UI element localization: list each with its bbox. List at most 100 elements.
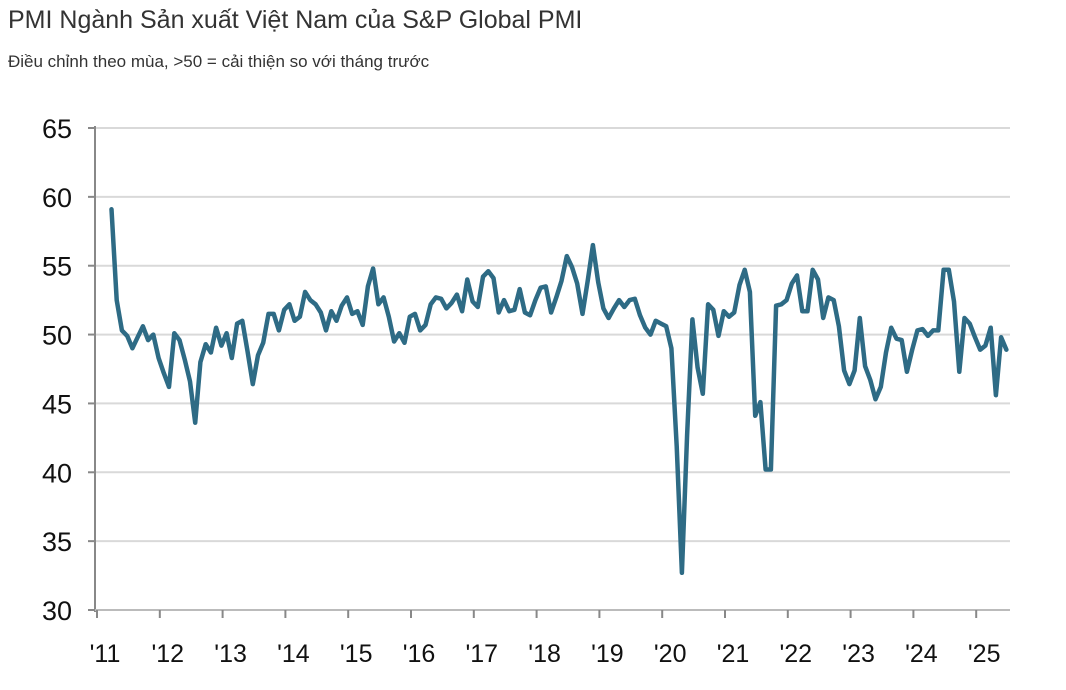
data-point: [806, 309, 809, 313]
x-tick-label: '11: [90, 640, 121, 668]
x-axis: '11 '12 '13 '14 '15 '16 '17 '18 '19 '20 '21 '22 '23 '…: [90, 609, 1010, 668]
data-point: [586, 279, 590, 283]
data-point: [612, 306, 616, 310]
data-point: [748, 290, 752, 294]
chart-title: PMI Ngành Sản xuất Việt Nam của S&P Glob…: [8, 6, 583, 34]
data-point: [403, 341, 406, 345]
data-point: [251, 382, 255, 386]
data-point: [324, 328, 328, 332]
data-point: [973, 335, 977, 339]
data-point: [293, 319, 297, 323]
y-tick-label: 35: [42, 527, 72, 557]
data-point: [167, 385, 171, 389]
data-point: [915, 328, 919, 332]
data-point: [931, 328, 935, 332]
data-point: [936, 328, 940, 332]
data-point: [847, 382, 851, 386]
gridlines: [95, 127, 1010, 543]
data-point: [910, 348, 914, 352]
data-point: [256, 353, 260, 357]
data-point: [596, 280, 600, 284]
data-point: [502, 298, 506, 302]
data-point: [842, 368, 846, 372]
x-tick-label: '23: [842, 640, 875, 668]
data-point: [785, 298, 789, 302]
data-point: [178, 338, 181, 342]
data-point: [565, 254, 569, 258]
data-point: [198, 360, 202, 364]
data-point: [183, 357, 187, 361]
data-point: [481, 275, 485, 279]
data-point: [675, 444, 679, 448]
data-point: [110, 207, 113, 211]
data-point: [764, 468, 768, 471]
y-tick-label: 50: [42, 321, 72, 351]
data-point: [303, 290, 307, 294]
data-point: [523, 311, 527, 314]
chart-subtitle: Điều chỉnh theo mùa, >50 = cải thiện so …: [8, 52, 430, 71]
data-point: [926, 334, 930, 338]
data-point: [361, 323, 365, 327]
data-point: [136, 335, 140, 339]
data-point: [669, 346, 673, 350]
data-point: [120, 328, 124, 332]
y-tick-label: 65: [42, 114, 72, 144]
data-point: [455, 293, 459, 297]
y-tick-label: 60: [42, 183, 72, 213]
series-pmi: [109, 207, 1009, 576]
data-point: [758, 400, 762, 404]
data-point: [424, 323, 427, 327]
data-point: [146, 338, 150, 342]
data-point: [947, 268, 951, 272]
data-point: [727, 315, 731, 319]
data-point: [581, 312, 584, 316]
data-point: [172, 331, 176, 335]
data-point: [622, 305, 626, 309]
data-point: [628, 298, 632, 302]
data-point: [790, 282, 794, 286]
data-point: [884, 351, 888, 354]
pmi-series-line: [109, 207, 1009, 576]
data-point: [418, 328, 422, 332]
data-point: [560, 279, 563, 283]
data-point: [246, 349, 249, 353]
x-tick-label: '17: [466, 640, 499, 668]
data-point: [130, 346, 134, 350]
x-tick-label: '16: [403, 640, 436, 668]
data-point: [659, 322, 663, 326]
data-point: [345, 295, 349, 299]
data-point: [355, 309, 359, 313]
data-point: [832, 298, 836, 302]
data-point: [162, 371, 166, 375]
data-point: [366, 284, 370, 288]
y-axis: 30 35 40 45 50 55 60 65: [42, 114, 96, 626]
data-point: [921, 327, 925, 331]
data-point: [837, 324, 841, 328]
data-point: [544, 284, 548, 288]
data-point: [188, 379, 192, 383]
data-point: [549, 311, 553, 314]
data-point: [769, 468, 773, 471]
data-point: [376, 302, 380, 306]
data-point: [533, 298, 537, 302]
x-tick-label: '20: [654, 640, 687, 668]
data-point: [450, 301, 454, 305]
data-point: [638, 313, 642, 317]
data-point: [277, 328, 281, 332]
data-point: [999, 335, 1003, 339]
data-point: [382, 295, 386, 299]
data-point: [465, 278, 469, 281]
data-point: [282, 308, 286, 312]
data-point: [350, 312, 354, 316]
data-point: [983, 344, 987, 348]
data-point: [444, 306, 448, 310]
data-point: [267, 312, 270, 316]
data-point: [492, 276, 495, 280]
data-point: [722, 309, 726, 313]
data-point: [329, 309, 333, 313]
data-point: [617, 298, 621, 302]
data-point: [434, 295, 438, 299]
data-point: [204, 342, 208, 346]
data-point: [821, 316, 825, 320]
